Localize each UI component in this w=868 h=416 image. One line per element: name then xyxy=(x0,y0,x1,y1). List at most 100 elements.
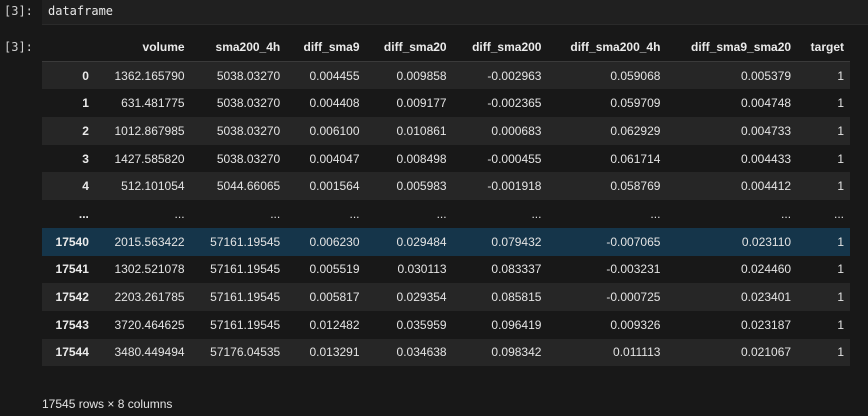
table-cell: 0.004748 xyxy=(741,96,792,111)
table-cell: 0.001564 xyxy=(309,179,360,194)
table-cell: 5038.03270 xyxy=(216,151,281,166)
table-cell: 0.012482 xyxy=(309,317,360,332)
row-index: 3 xyxy=(82,151,89,166)
table-cell: ... xyxy=(650,206,661,221)
table-cell: 0.098342 xyxy=(491,345,542,360)
row-index: 1 xyxy=(82,96,89,111)
table-cell: 0.000683 xyxy=(491,123,542,138)
column-header: diff_sma9 xyxy=(286,33,366,62)
table-cell: 3720.464625 xyxy=(114,317,185,332)
table-cell: 57161.19545 xyxy=(210,262,281,277)
table-cell: 0.024460 xyxy=(741,262,792,277)
table-cell: 0.035959 xyxy=(396,317,447,332)
table-cell: ... xyxy=(270,206,281,221)
table-row[interactable]: ........................... xyxy=(42,200,850,228)
table-cell: 0.021067 xyxy=(741,345,792,360)
table-cell: 0.004433 xyxy=(741,151,792,166)
table-cell: 0.023401 xyxy=(741,290,792,305)
header-row: volume sma200_4h diff_sma9 diff_sma20 diff_s… xyxy=(42,33,850,62)
table-row[interactable]: 17544 3480.449494 57176.04535 0.013291 0.034… xyxy=(42,338,850,367)
table-cell: 1362.165790 xyxy=(114,68,185,83)
output-prompt: [3]: xyxy=(4,40,33,54)
table-cell: 0.096419 xyxy=(491,317,542,332)
row-index: 2 xyxy=(82,123,89,138)
code-text: dataframe xyxy=(48,4,114,18)
table-cell: -0.001918 xyxy=(487,179,542,194)
table-cell: 57161.19545 xyxy=(210,290,281,305)
table-cell: 0.023187 xyxy=(741,317,792,332)
table-cell: 1427.585820 xyxy=(114,151,185,166)
table-row[interactable]: 17542 2203.261785 57161.19545 0.005817 0.029… xyxy=(42,283,850,311)
table-cell: ... xyxy=(781,206,792,221)
table-cell: 0.013291 xyxy=(309,345,360,360)
table-cell: 1 xyxy=(837,123,844,138)
table-cell: 5044.66065 xyxy=(216,179,281,194)
table-cell: 0.005379 xyxy=(741,68,792,83)
table-cell: 0.004047 xyxy=(309,151,360,166)
table-cell: -0.000455 xyxy=(487,151,542,166)
table-cell: 0.004733 xyxy=(741,123,792,138)
row-index: 17543 xyxy=(55,317,89,332)
table-row[interactable]: 1 631.481775 5038.03270 0.004408 0.009177 -0.… xyxy=(42,89,850,118)
table-cell: 1 xyxy=(837,262,844,277)
table-row[interactable]: 17540 2015.563422 57161.19545 0.006230 0.029… xyxy=(42,227,850,256)
table-cell: -0.002963 xyxy=(487,68,542,83)
table-cell: ... xyxy=(531,206,542,221)
table-row[interactable]: 4 512.101054 5044.66065 0.001564 0.005983 -0.… xyxy=(42,172,850,201)
table-cell: -0.007065 xyxy=(606,234,661,249)
table-cell: 1 xyxy=(837,68,844,83)
table-row[interactable]: 17543 3720.464625 57161.19545 0.012482 0.035… xyxy=(42,310,850,339)
table-cell: 0.008498 xyxy=(396,151,447,166)
table-cell: 0.010861 xyxy=(396,123,447,138)
table-cell: 0.029484 xyxy=(396,234,447,249)
table-cell: 57161.19545 xyxy=(210,234,281,249)
row-index: 17541 xyxy=(55,262,89,277)
table-cell: ... xyxy=(349,206,360,221)
code-input-cell[interactable]: dataframe xyxy=(42,0,868,25)
table-cell: 0.005983 xyxy=(396,179,447,194)
column-header: diff_sma9_sma20 xyxy=(666,33,798,62)
column-header: sma200_4h xyxy=(190,33,287,62)
table-cell: 0.059709 xyxy=(610,96,661,111)
table-cell: 1 xyxy=(837,290,844,305)
table-cell: 2015.563422 xyxy=(114,234,185,249)
table-cell: 57161.19545 xyxy=(210,317,281,332)
table-row[interactable]: 2 1012.867985 5038.03270 0.006100 0.010861 0.… xyxy=(42,117,850,145)
table-cell: 1 xyxy=(837,345,844,360)
table-cell: 0.005519 xyxy=(309,262,360,277)
row-index: 17542 xyxy=(55,290,89,305)
column-header: volume xyxy=(94,33,191,62)
table-cell: 0.061714 xyxy=(610,151,661,166)
table-row[interactable]: 3 1427.585820 5038.03270 0.004047 0.008498 -0… xyxy=(42,144,850,173)
table-cell: 1 xyxy=(837,179,844,194)
table-cell: 0.030113 xyxy=(397,262,447,277)
table-cell: ... xyxy=(174,206,185,221)
table-row[interactable]: 17541 1302.521078 57161.19545 0.005519 0.030… xyxy=(42,255,850,284)
table-cell: 0.062929 xyxy=(610,123,661,138)
table-cell: 0.029354 xyxy=(396,290,447,305)
table-cell: 0.005817 xyxy=(309,290,360,305)
row-index: 4 xyxy=(82,179,89,194)
table-cell: ... xyxy=(833,206,844,221)
table-cell: 1 xyxy=(837,96,844,111)
table-cell: 0.058769 xyxy=(610,179,661,194)
table-cell: -0.000725 xyxy=(606,290,661,305)
dataframe-shape: 17545 rows × 8 columns xyxy=(42,397,173,411)
table-cell: 0.009858 xyxy=(396,68,447,83)
table-body: 0 1362.165790 5038.03270 0.004455 0.009858 -0… xyxy=(42,61,850,367)
table-cell: 0.059068 xyxy=(610,68,661,83)
table-cell: 5038.03270 xyxy=(216,123,281,138)
table-cell: 0.004412 xyxy=(741,179,792,194)
table-cell: 3480.449494 xyxy=(114,345,185,360)
table-cell: 1 xyxy=(837,151,844,166)
row-index: 17544 xyxy=(55,345,89,360)
table-cell: 1 xyxy=(837,317,844,332)
table-cell: 0.011113 xyxy=(613,345,661,360)
table-cell: 631.481775 xyxy=(121,96,185,111)
table-cell: 0.004408 xyxy=(309,96,360,111)
column-header: target xyxy=(797,33,850,62)
table-row[interactable]: 0 1362.165790 5038.03270 0.004455 0.009858 -0… xyxy=(42,61,850,90)
table-cell: 2203.261785 xyxy=(114,290,185,305)
column-header: diff_sma200_4h xyxy=(547,33,667,62)
table-cell: 0.006230 xyxy=(309,234,360,249)
